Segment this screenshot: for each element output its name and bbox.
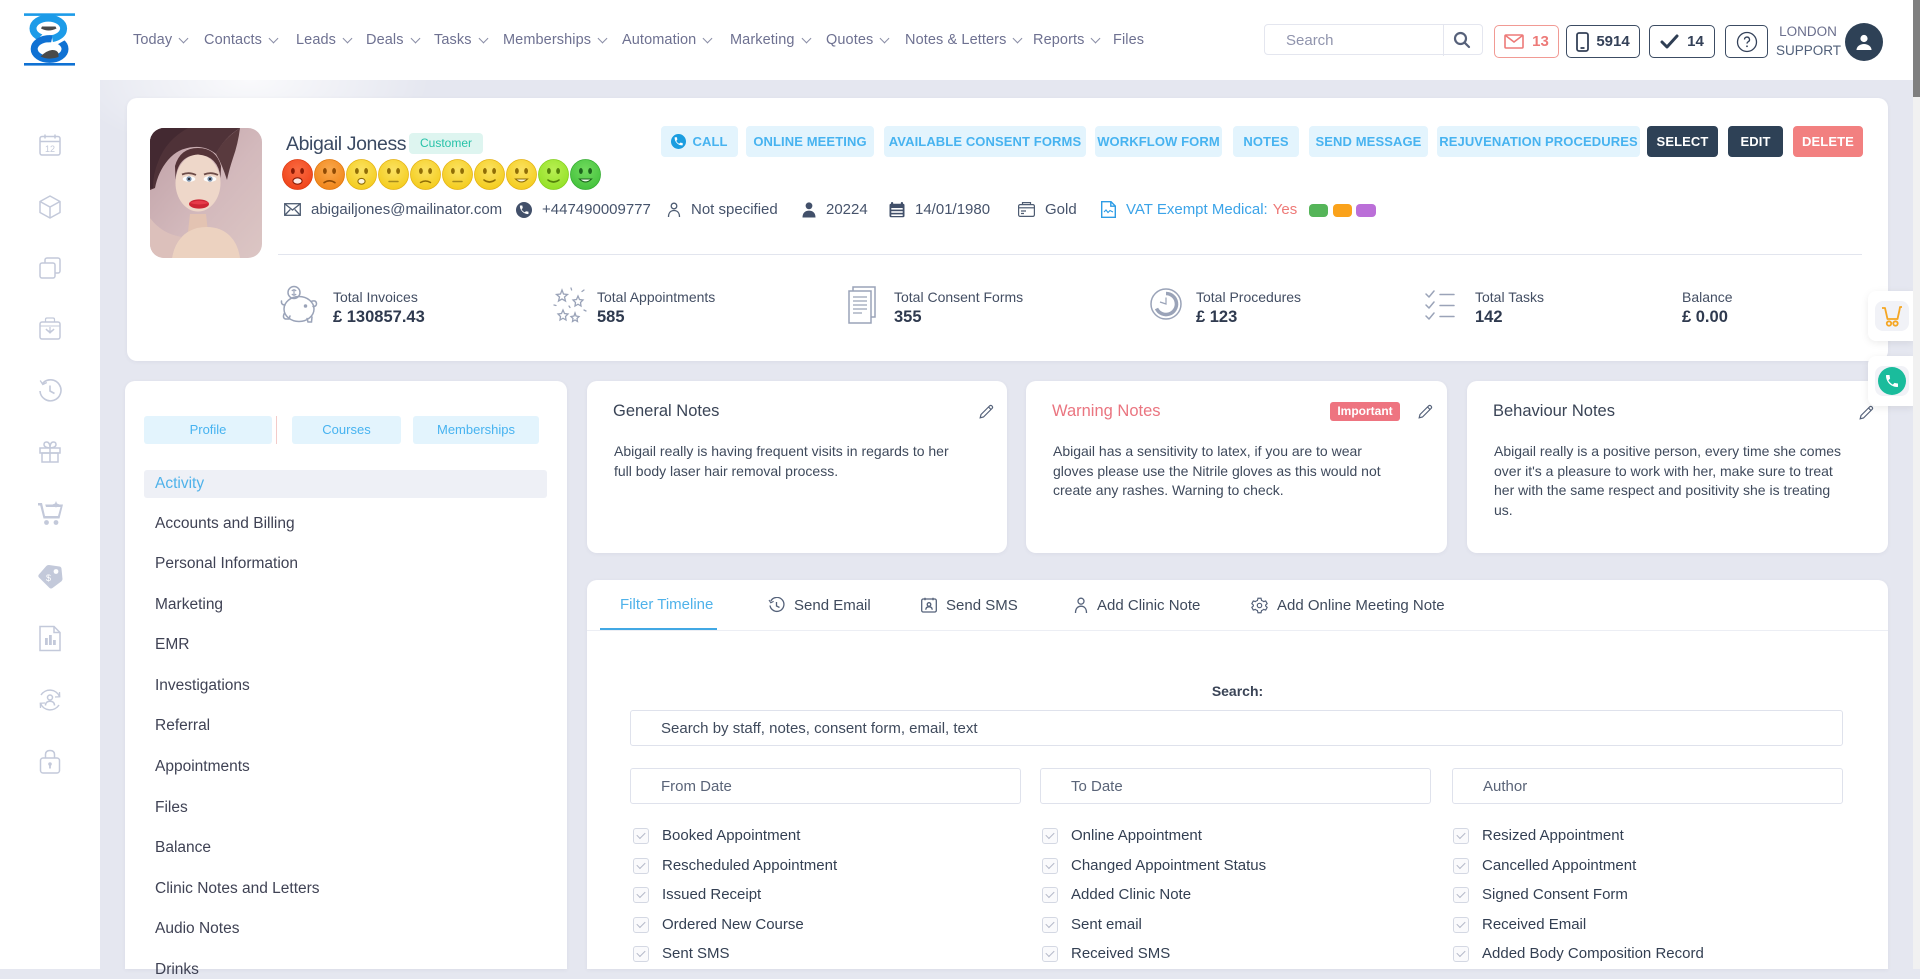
svg-text:12: 12	[45, 144, 55, 154]
svg-text:$: $	[46, 573, 51, 583]
